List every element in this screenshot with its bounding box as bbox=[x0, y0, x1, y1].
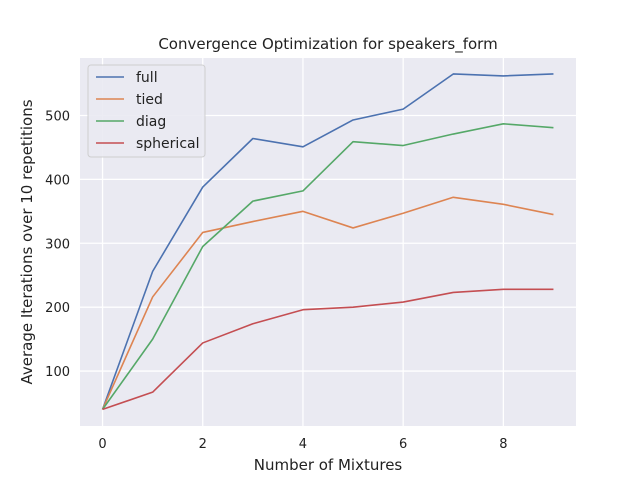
x-tick-label: 4 bbox=[299, 437, 307, 452]
x-tick-label: 6 bbox=[399, 437, 407, 452]
x-axis-title: Number of Mixtures bbox=[254, 456, 403, 474]
y-tick-label: 200 bbox=[45, 301, 70, 316]
x-tick-label: 8 bbox=[499, 437, 507, 452]
y-tick-label: 100 bbox=[45, 365, 70, 380]
legend-label-diag: diag bbox=[136, 114, 166, 130]
legend-box bbox=[87, 64, 206, 158]
legend-label-tied: tied bbox=[136, 92, 163, 108]
legend-label-full: full bbox=[136, 70, 158, 86]
legend-label-spherical: spherical bbox=[136, 136, 199, 152]
x-tick-label: 0 bbox=[98, 437, 106, 452]
y-axis-title: Average Iterations over 10 repetitions bbox=[18, 99, 36, 384]
legend: full tied diag spherical bbox=[87, 64, 206, 158]
y-tick-labels: 100 200 300 400 500 bbox=[45, 110, 70, 381]
chart-title: Convergence Optimization for speakers_fo… bbox=[158, 35, 497, 54]
series-line-spherical bbox=[102, 288, 554, 411]
y-tick-label: 400 bbox=[45, 173, 70, 188]
x-tick-label: 2 bbox=[199, 437, 207, 452]
series-line-tied bbox=[101, 196, 554, 410]
x-tick-labels: 0 2 4 6 8 bbox=[98, 437, 507, 452]
y-tick-label: 500 bbox=[45, 110, 70, 125]
series-lines bbox=[101, 73, 554, 411]
series-line-diag bbox=[101, 123, 554, 410]
y-tick-label: 300 bbox=[45, 237, 70, 252]
grid-lines bbox=[80, 58, 576, 426]
series-line-full bbox=[101, 73, 554, 410]
